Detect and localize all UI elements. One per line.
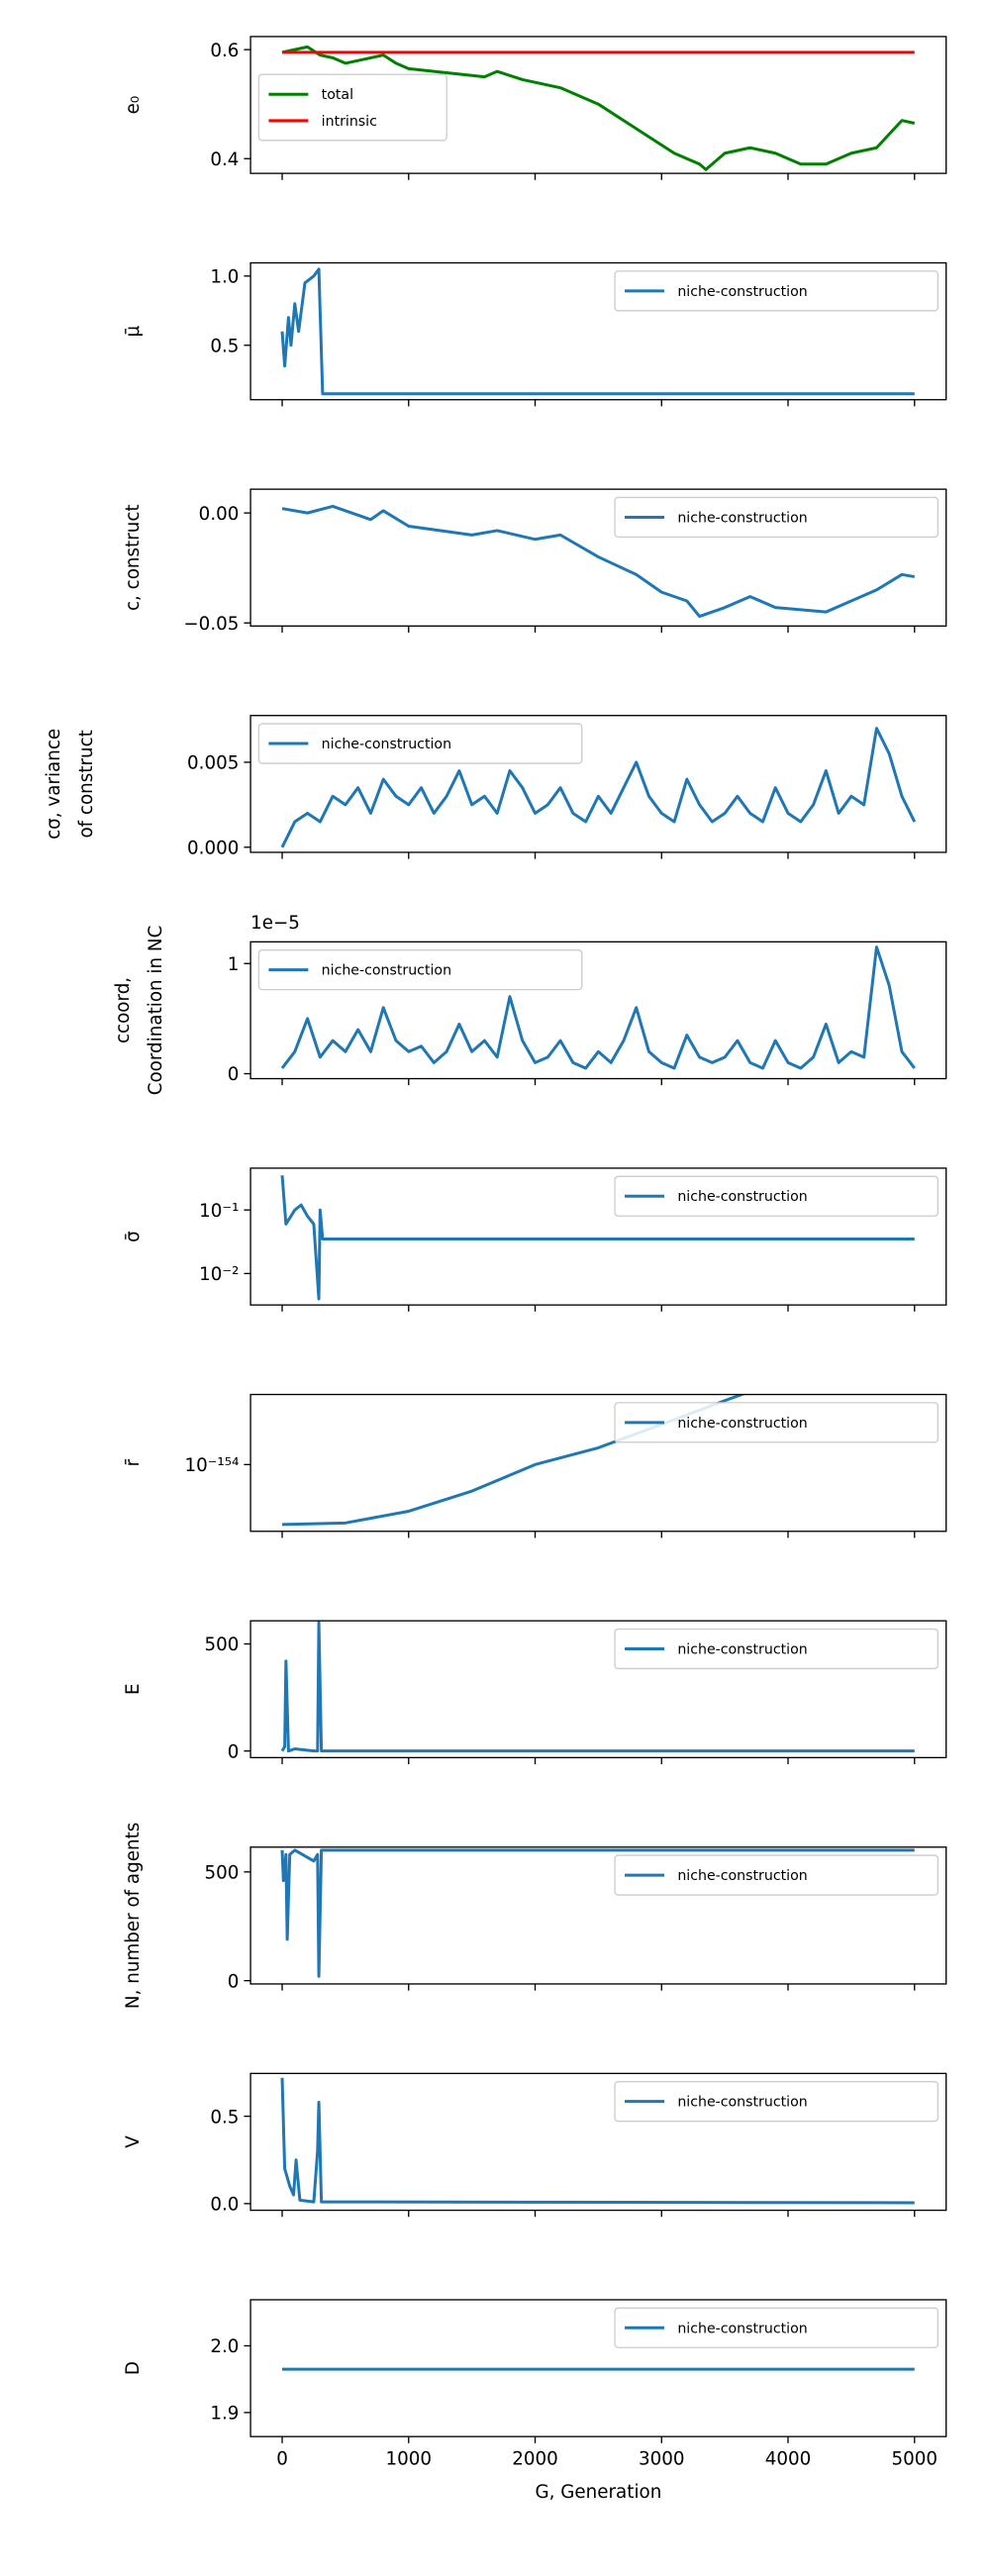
y-tick-label: −0.05 — [183, 614, 239, 635]
y-tick-label: 0.5 — [210, 336, 239, 356]
series-line — [280, 1621, 915, 1753]
x-tick-label: 3000 — [639, 2448, 685, 2469]
axes-frame — [249, 715, 947, 853]
x-tick-label: 2000 — [512, 2448, 558, 2469]
axes-frame — [249, 1846, 947, 1985]
x-axis-label: G, Generation — [535, 2482, 661, 2503]
series-line — [280, 267, 915, 396]
y-axis-label: μ̄ — [123, 325, 144, 337]
subplot: 0.000 0.005 cσ, variance of construct niche-… — [44, 715, 947, 859]
axes-frame — [249, 1167, 947, 1306]
y-tick-label: 0.000 — [187, 838, 239, 858]
y-axis-label: r̄ — [123, 1458, 144, 1466]
legend-label: niche-construction — [677, 284, 807, 300]
subplot: −0.05 0.00 c, construct niche-construction — [123, 488, 947, 635]
y-axis-label: N, number of agents — [123, 1823, 144, 2009]
axes-frame — [249, 36, 947, 174]
legend-label: niche-construction — [322, 963, 451, 979]
legend-box — [614, 270, 940, 312]
subplot: 10⁻¹⁵⁴ r̄ niche-construction — [123, 1393, 947, 1538]
legend-label: intrinsic — [322, 114, 377, 130]
legend-box — [614, 1402, 940, 1443]
legend-box — [614, 2307, 940, 2348]
legend-box — [257, 73, 447, 142]
subplot: 0 500 N, number of agents niche-constructio… — [123, 1823, 947, 2009]
y-axis-label: of construct — [76, 730, 97, 838]
legend-label: niche-construction — [677, 1641, 807, 1657]
legend-label: niche-construction — [677, 2321, 807, 2336]
y-tick-label: 10⁻¹⁵⁴ — [184, 1455, 239, 1476]
y-axis-label: V — [123, 2135, 144, 2148]
y-axis-label: σ̄ — [123, 1231, 144, 1242]
y-tick-label: 0 — [228, 1064, 240, 1085]
legend-label: niche-construction — [677, 2095, 807, 2111]
legend-label: niche-construction — [677, 510, 807, 526]
axes-frame — [249, 941, 947, 1080]
legend-label: niche-construction — [677, 1416, 807, 1432]
legend-box — [614, 1628, 940, 1670]
y-tick-label: 0.0 — [210, 2195, 239, 2216]
series-line — [280, 1848, 915, 1978]
axes-frame — [249, 261, 947, 401]
axes-frame — [249, 1620, 947, 1759]
y-axis-label: cσ, variance — [44, 729, 64, 840]
legend-box — [257, 949, 583, 991]
y-tick-label: 2.0 — [210, 2336, 239, 2357]
offset-text: 1e−5 — [250, 913, 300, 934]
y-tick-label: 1 — [228, 954, 240, 975]
legend-label: total — [322, 87, 353, 103]
axes-frame — [249, 1393, 947, 1533]
y-tick-label: 0.6 — [210, 41, 239, 61]
y-tick-label: 0.4 — [210, 149, 239, 170]
legend-box — [614, 2081, 940, 2123]
legend-box — [257, 723, 583, 764]
subplot: 0.5 1.0 μ̄ niche-construction — [123, 261, 947, 407]
y-tick-label: 1.0 — [210, 266, 239, 287]
subplot: 0.4 0.6 e₀ total intrinsic — [123, 36, 947, 180]
y-tick-label: 0 — [228, 1971, 240, 1992]
y-tick-label: 0.005 — [187, 753, 239, 774]
y-axis-label: E — [123, 1683, 144, 1695]
series-line — [280, 2077, 915, 2205]
y-tick-label: 10⁻² — [199, 1264, 239, 1285]
series-line — [280, 727, 917, 848]
y-tick-label: 0 — [228, 1741, 240, 1762]
x-tick-label: 1000 — [385, 2448, 432, 2469]
y-axis-label: e₀ — [123, 96, 144, 115]
y-axis-label: c, construct — [123, 504, 144, 611]
y-axis-label: ccoord, — [113, 977, 134, 1043]
legend-box — [614, 1854, 940, 1896]
y-tick-label: 10⁻¹ — [199, 1201, 239, 1222]
axes-frame — [249, 488, 947, 628]
series-line — [280, 1175, 915, 1301]
y-axis-label: Coordination in NC — [146, 926, 166, 1096]
y-tick-label: 500 — [204, 1635, 239, 1655]
legend-label: niche-construction — [677, 1189, 807, 1205]
y-tick-label: 0.5 — [210, 2107, 239, 2128]
x-tick-label: 0 — [276, 2448, 288, 2469]
x-tick-label: 5000 — [891, 2448, 938, 2469]
series-line — [280, 945, 916, 1070]
subplot: 0 1 1e−5 ccoord, Coordination in NC niche-con… — [113, 913, 947, 1096]
y-axis-label: D — [123, 2361, 144, 2375]
subplot: 10⁻² 10⁻¹ σ̄ niche-construction — [123, 1167, 947, 1312]
axes-frame — [249, 2299, 947, 2437]
series-line — [281, 504, 916, 619]
x-tick-label: 4000 — [765, 2448, 812, 2469]
series-line — [281, 45, 916, 171]
y-tick-label: 0.00 — [199, 504, 240, 525]
subplot: 0 1000 2000 3000 4000 5000 G, Generation 1.9 2.0… — [123, 2299, 947, 2503]
legend-label: niche-construction — [677, 1868, 807, 1884]
axes-frame — [249, 2072, 947, 2212]
legend-label: niche-construction — [322, 737, 451, 752]
y-tick-label: 500 — [204, 1862, 239, 1883]
y-tick-label: 1.9 — [210, 2404, 239, 2425]
legend-box — [614, 1175, 940, 1217]
legend-box — [614, 496, 940, 539]
